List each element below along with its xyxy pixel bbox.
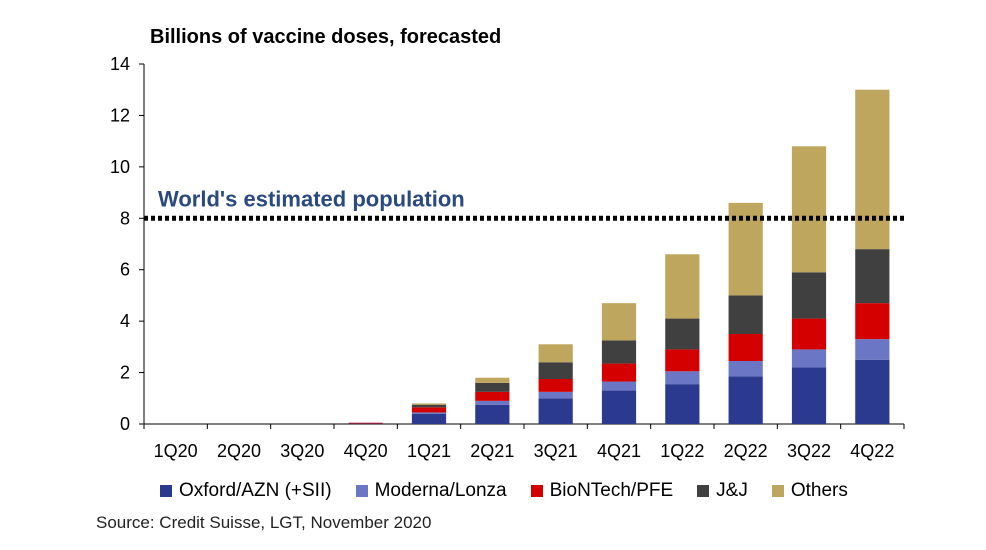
x-tick-label: 2Q21 [470, 441, 514, 461]
legend-label-oxford: Oxford/AZN (+SII) [179, 480, 332, 501]
bar-j-j-1q22 [665, 318, 700, 350]
y-tick-label: 0 [120, 414, 130, 434]
bar-j-j-2q22 [728, 295, 763, 334]
bar-biontech-pfe-4q22 [855, 303, 890, 340]
bar-oxford-azn-sii-2q21 [475, 404, 510, 424]
legend-item-others: Others [771, 480, 848, 502]
bar-j-j-3q21 [538, 362, 573, 379]
bar-biontech-pfe-4q21 [601, 363, 637, 382]
y-tick-label: 6 [120, 260, 130, 280]
bar-others-4q22 [855, 89, 890, 250]
x-tick-label: 4Q22 [850, 441, 894, 461]
bar-j-j-4q21 [601, 340, 637, 364]
legend-swatch-moderna [355, 485, 368, 497]
legend-label-jj: J&J [716, 480, 748, 501]
x-tick-label: 2Q22 [724, 441, 768, 461]
bar-j-j-2q21 [475, 382, 510, 392]
source-note: Source: Credit Suisse, LGT, November 202… [96, 513, 432, 532]
legend-swatch-biontech [530, 485, 543, 497]
legend-swatch-others [771, 485, 784, 497]
legend-swatch-oxford [160, 485, 172, 497]
bar-biontech-pfe-1q21 [411, 407, 447, 413]
bar-biontech-pfe-1q22 [665, 349, 700, 372]
y-tick-label: 2 [120, 363, 130, 383]
x-tick-label: 1Q22 [660, 441, 704, 461]
bar-biontech-pfe-3q22 [791, 318, 827, 350]
legend-label-biontech: BioNTech/PFE [549, 480, 674, 501]
bar-oxford-azn-sii-4q22 [855, 359, 890, 424]
bar-biontech-pfe-2q22 [728, 334, 763, 361]
x-tick-label: 2Q20 [217, 441, 261, 461]
y-tick-label: 14 [110, 54, 130, 74]
bar-others-4q21 [601, 303, 637, 341]
y-tick-label: 12 [110, 105, 130, 125]
bar-oxford-azn-sii-1q22 [665, 384, 700, 424]
bar-oxford-azn-sii-3q21 [538, 398, 573, 424]
bar-biontech-pfe-4q20 [348, 422, 383, 424]
bar-others-3q21 [538, 344, 573, 363]
bar-moderna-lonza-2q22 [728, 361, 763, 377]
chart-title: Billions of vaccine doses, forecasted [150, 26, 502, 48]
x-tick-label: 4Q21 [597, 441, 641, 461]
x-tick-label: 3Q21 [534, 441, 578, 461]
bar-biontech-pfe-3q21 [538, 379, 573, 392]
legend-item-oxford: Oxford/AZN (+SII) [160, 480, 332, 502]
x-tick-label: 4Q20 [344, 441, 388, 461]
bar-biontech-pfe-2q21 [475, 391, 510, 401]
legend-swatch-jj [697, 485, 710, 497]
bar-moderna-lonza-4q22 [855, 339, 890, 360]
y-tick-label: 4 [120, 311, 130, 331]
bar-oxford-azn-sii-4q21 [601, 390, 637, 424]
bar-others-2q21 [475, 377, 510, 383]
bar-moderna-lonza-1q21 [411, 412, 447, 414]
bar-oxford-azn-sii-4q20 [348, 423, 383, 424]
x-tick-label: 3Q20 [280, 441, 324, 461]
y-tick-label: 8 [120, 208, 130, 228]
legend: Oxford/AZN (+SII) Moderna/Lonza BioNTech… [160, 480, 848, 502]
bar-moderna-lonza-3q22 [791, 349, 827, 368]
x-tick-label: 1Q20 [154, 441, 198, 461]
legend-item-biontech: BioNTech/PFE [530, 480, 674, 502]
bar-moderna-lonza-3q21 [538, 391, 573, 399]
bar-j-j-3q22 [791, 272, 827, 319]
bar-j-j-4q22 [855, 249, 890, 304]
bar-oxford-azn-sii-1q21 [411, 413, 447, 424]
bar-moderna-lonza-4q21 [601, 381, 637, 391]
bar-oxford-azn-sii-3q22 [791, 367, 827, 424]
bar-oxford-azn-sii-2q22 [728, 376, 763, 424]
bar-others-1q21 [411, 403, 447, 405]
legend-item-jj: J&J [697, 480, 748, 502]
bar-moderna-lonza-1q22 [665, 371, 700, 385]
bar-j-j-1q21 [411, 404, 447, 408]
legend-label-others: Others [790, 480, 848, 501]
bar-others-1q22 [665, 254, 700, 319]
x-tick-label: 1Q21 [407, 441, 451, 461]
legend-item-moderna: Moderna/Lonza [355, 480, 507, 502]
x-tick-label: 3Q22 [787, 441, 831, 461]
y-tick-label: 10 [110, 157, 130, 177]
bar-moderna-lonza-2q21 [475, 400, 510, 405]
bar-others-3q22 [791, 146, 827, 273]
legend-label-moderna: Moderna/Lonza [374, 480, 507, 501]
reference-line-label: World's estimated population [158, 186, 465, 211]
